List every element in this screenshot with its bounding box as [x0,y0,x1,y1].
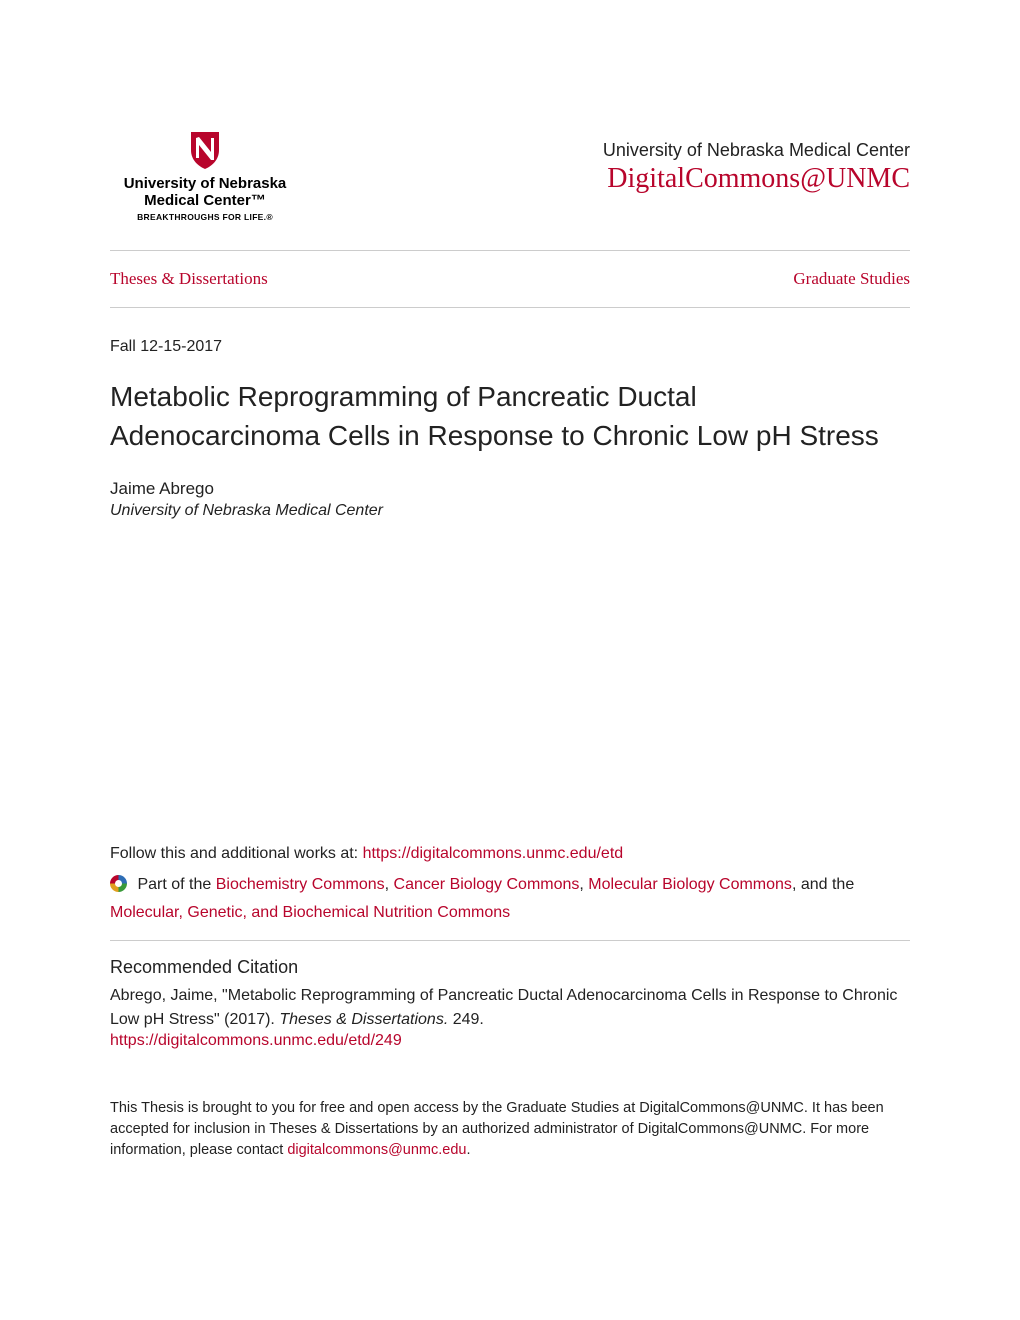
footer-email-link[interactable]: digitalcommons@unmc.edu [287,1142,466,1158]
institution-name-line2: Medical Center™ [110,193,300,210]
page-root: University of Nebraska Medical Center™ B… [0,0,1020,1320]
sep-1: , [579,876,588,893]
breadcrumb-parent-link[interactable]: Graduate Studies [793,269,910,289]
citation-series: Theses & Dissertations. [279,1011,448,1028]
header-right: University of Nebraska Medical Center Di… [603,130,910,195]
citation-part1: Abrego, Jaime, "Metabolic Reprogramming … [110,987,897,1028]
citation-permalink[interactable]: https://digitalcommons.unmc.edu/etd/249 [110,1032,402,1049]
recommended-citation-block: Recommended Citation Abrego, Jaime, "Met… [110,940,910,1050]
follow-prefix: Follow this and additional works at: [110,845,363,862]
header-institution-full: University of Nebraska Medical Center [603,140,910,161]
institution-logo-block: University of Nebraska Medical Center™ B… [110,130,300,222]
recommended-citation-heading: Recommended Citation [110,957,910,978]
institution-tagline: BREAKTHROUGHS FOR LIFE.® [110,212,300,222]
follow-line: Follow this and additional works at: htt… [110,845,910,863]
partof-prefix: Part of the [137,876,215,893]
footer-part1: This Thesis is brought to you for free a… [110,1100,884,1158]
repository-name-link[interactable]: DigitalCommons@UNMC [607,163,910,194]
footer-block: This Thesis is brought to you for free a… [110,1098,910,1161]
follow-url-link[interactable]: https://digitalcommons.unmc.edu/etd [363,845,624,862]
sep-0: , [385,876,394,893]
sep-andthe: , and the [792,876,854,893]
publication-date: Fall 12-15-2017 [110,338,910,356]
commons-link-2[interactable]: Molecular Biology Commons [588,876,792,893]
commons-link-0[interactable]: Biochemistry Commons [216,876,385,893]
partof-line: Part of the Biochemistry Commons, Cancer… [110,873,910,926]
author-affiliation: University of Nebraska Medical Center [110,502,910,520]
footer-part2: . [466,1142,470,1158]
institution-name-line1: University of Nebraska [110,176,300,193]
header-row: University of Nebraska Medical Center™ B… [110,130,910,222]
recommended-citation-text: Abrego, Jaime, "Metabolic Reprogramming … [110,984,910,1032]
footer-text: This Thesis is brought to you for free a… [110,1098,910,1161]
breadcrumb-collection-link[interactable]: Theses & Dissertations [110,269,268,289]
author-name: Jaime Abrego [110,479,910,499]
article-title: Metabolic Reprogramming of Pancreatic Du… [110,378,910,455]
commons-link-1[interactable]: Cancer Biology Commons [394,876,580,893]
network-commons-icon [110,875,127,901]
shield-icon [110,130,300,170]
citation-part2: 249. [448,1011,484,1028]
divider-bottom [110,307,910,308]
breadcrumb-row: Theses & Dissertations Graduate Studies [110,251,910,307]
follow-block: Follow this and additional works at: htt… [110,845,910,926]
commons-link-3[interactable]: Molecular, Genetic, and Biochemical Nutr… [110,904,510,921]
